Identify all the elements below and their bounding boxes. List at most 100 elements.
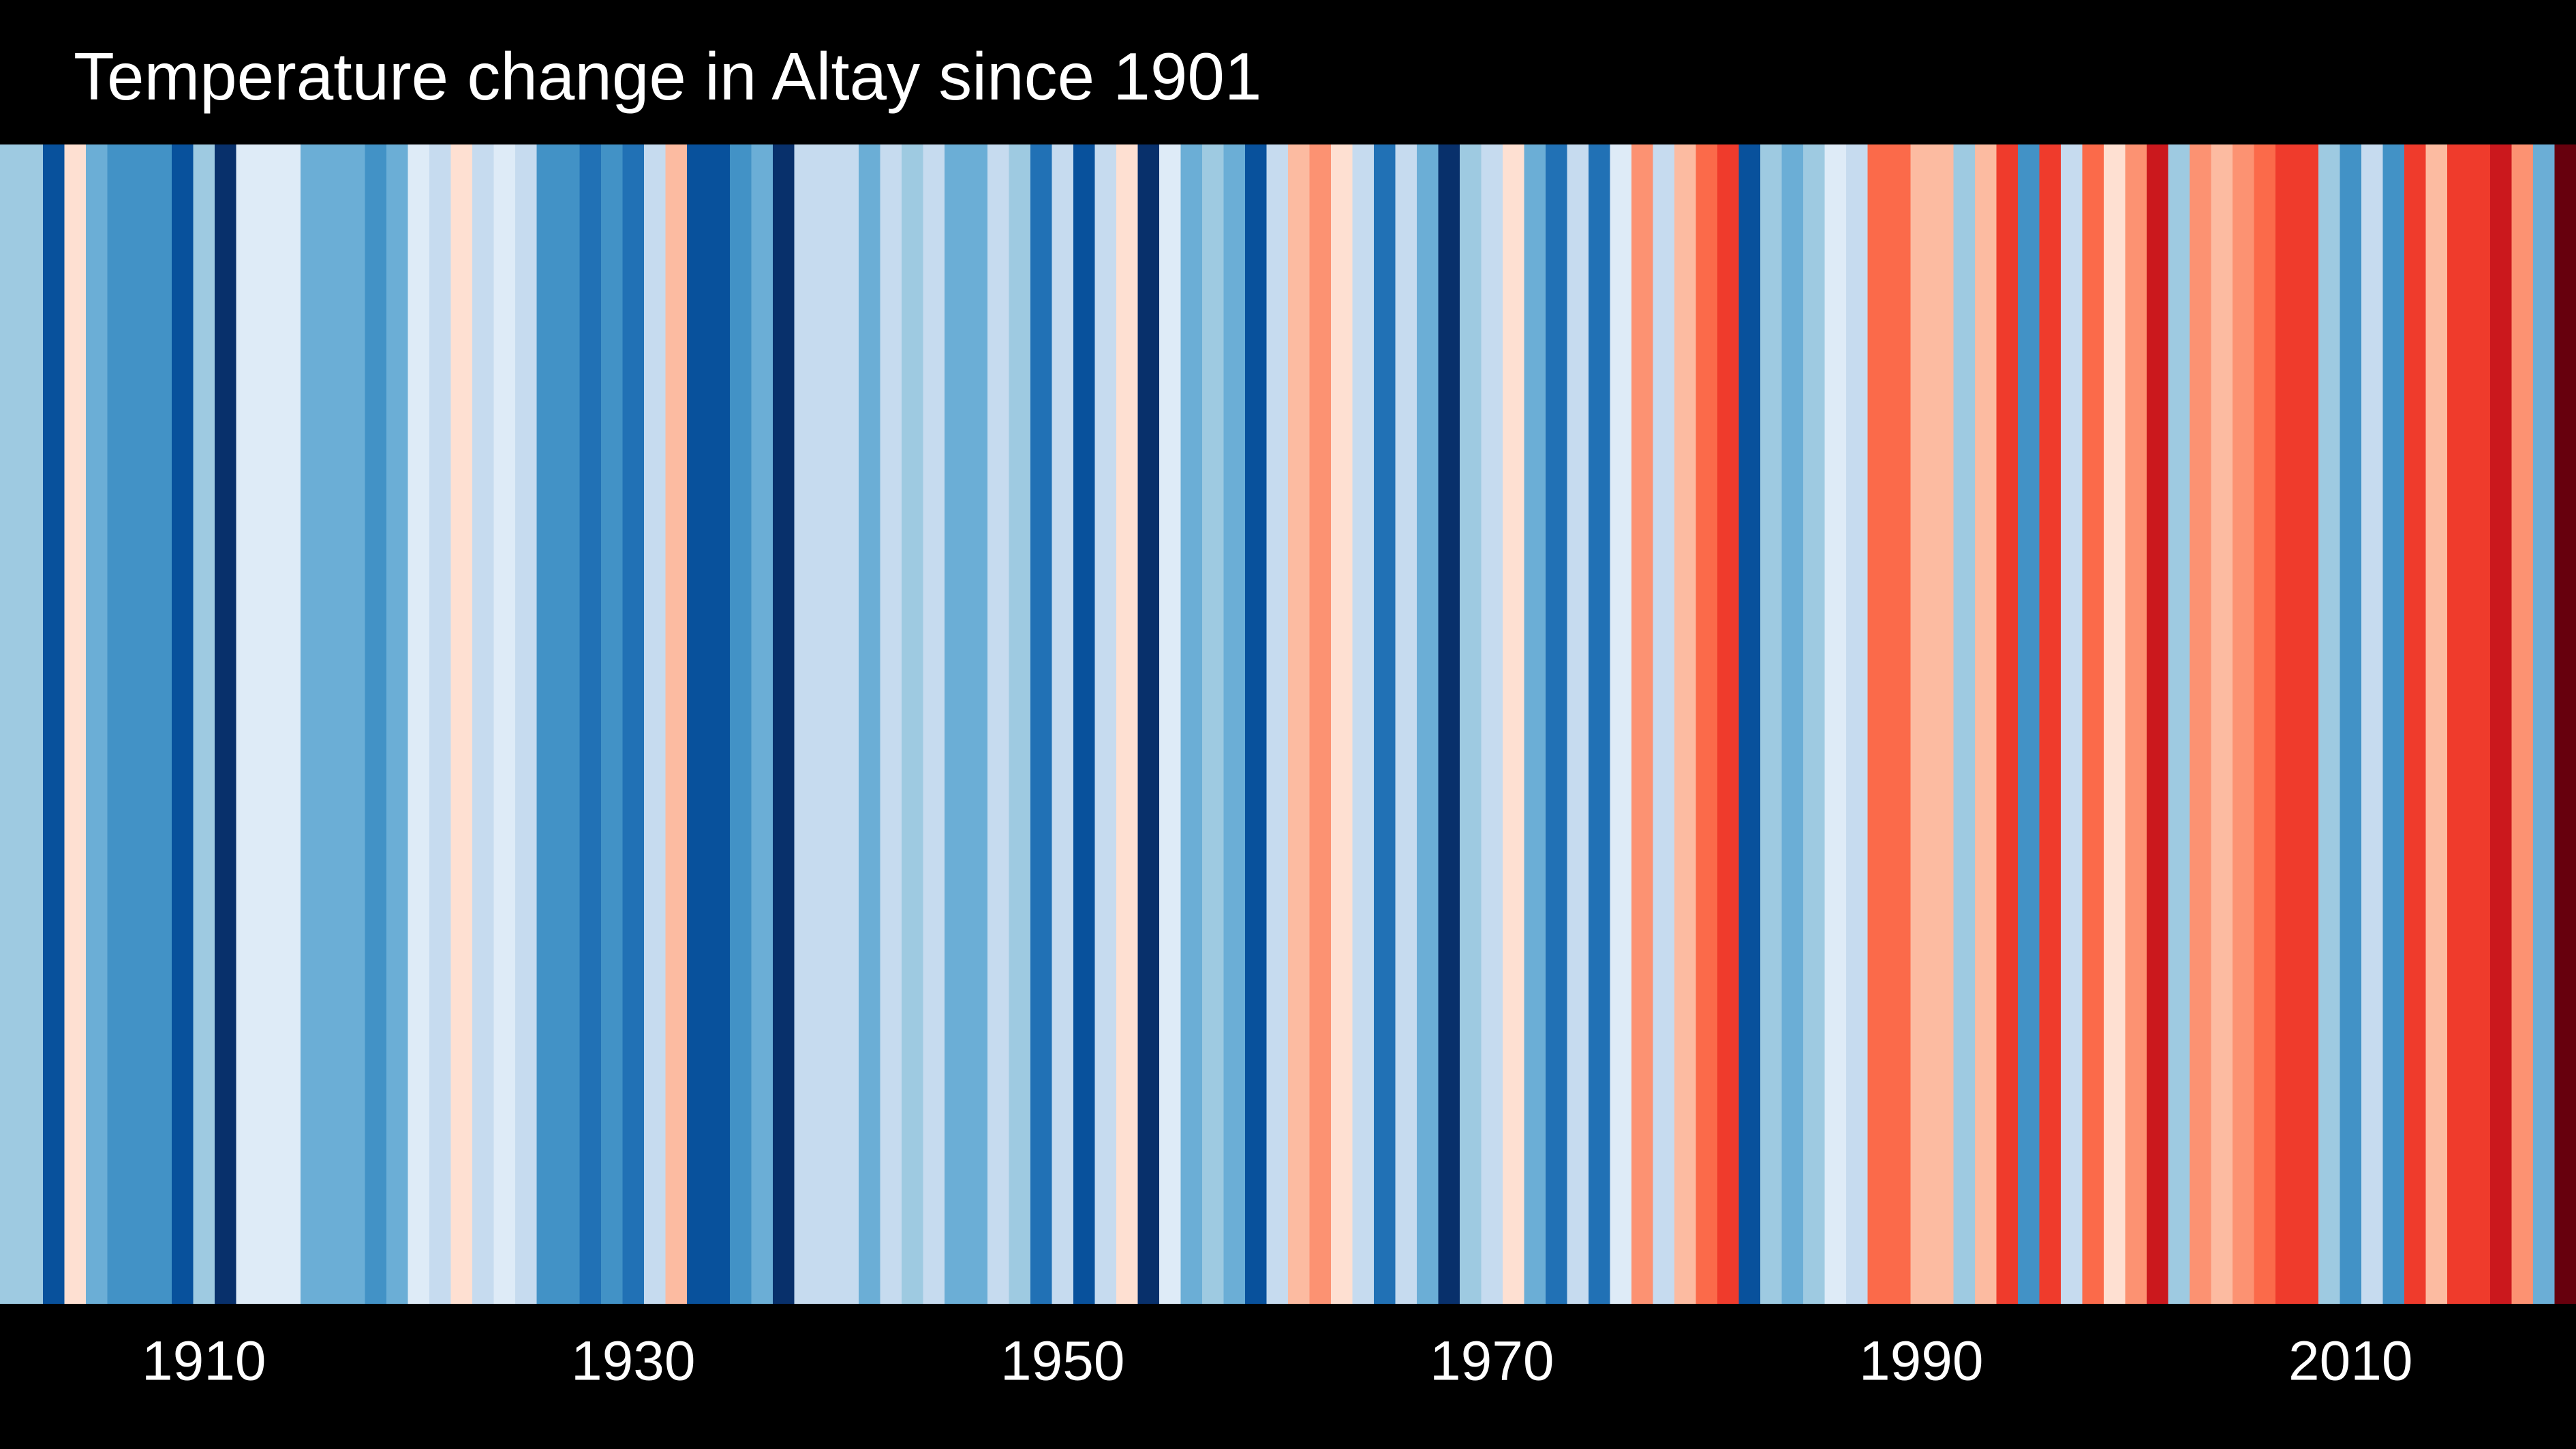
stripe-1972 [1524,144,1546,1304]
stripes-layer [0,144,2576,1304]
stripe-2014 [2425,144,2448,1304]
stripe-1997 [2061,144,2083,1304]
stripe-2001 [2147,144,2169,1304]
stripe-1912 [236,144,258,1304]
stripe-1944 [923,144,945,1304]
stripe-1981 [1717,144,1740,1304]
stripe-1932 [665,144,688,1304]
stripe-1909 [172,144,194,1304]
stripe-1926 [536,144,559,1304]
stripe-1955 [1159,144,1182,1304]
stripe-1908 [150,144,172,1304]
stripe-1915 [301,144,323,1304]
stripe-1924 [493,144,516,1304]
stripe-1984 [1781,144,1804,1304]
stripe-1995 [2018,144,2040,1304]
stripe-1948 [1009,144,1031,1304]
stripe-1996 [2039,144,2061,1304]
stripe-1918 [365,144,387,1304]
stripe-1919 [386,144,409,1304]
stripe-1952 [1094,144,1117,1304]
stripe-1956 [1180,144,1203,1304]
stripe-1929 [601,144,624,1304]
x-tick-label-1930: 1930 [571,1330,695,1392]
stripe-1934 [708,144,731,1304]
stripe-2015 [2447,144,2470,1304]
x-tick-label-1950: 1950 [1000,1330,1124,1392]
stripe-2003 [2190,144,2212,1304]
stripe-1974 [1567,144,1589,1304]
stripe-1920 [408,144,430,1304]
stripe-1987 [1846,144,1869,1304]
stripe-1980 [1696,144,1718,1304]
stripe-2020 [2554,144,2576,1304]
x-tick-label-1990: 1990 [1859,1330,1983,1392]
x-tick-label-1910: 1910 [142,1330,266,1392]
stripe-1973 [1546,144,1568,1304]
stripe-1905 [86,144,108,1304]
stripe-2004 [2211,144,2233,1304]
stripe-2010 [2340,144,2362,1304]
x-axis: 1910 1930 1950 1970 1990 2010 [142,1330,2412,1392]
stripe-2016 [2468,144,2491,1304]
stripe-1985 [1803,144,1826,1304]
stripe-1941 [859,144,881,1304]
stripe-1910 [193,144,215,1304]
stripe-1947 [987,144,1010,1304]
stripe-1942 [880,144,902,1304]
stripe-1991 [1932,144,1954,1304]
stripe-1940 [837,144,859,1304]
stripe-1939 [816,144,838,1304]
stripe-1960 [1266,144,1289,1304]
stripe-1992 [1953,144,1976,1304]
stripe-1904 [64,144,87,1304]
stripe-1937 [773,144,795,1304]
stripe-2011 [2361,144,2384,1304]
stripe-2017 [2490,144,2513,1304]
stripe-1976 [1610,144,1632,1304]
stripe-1951 [1073,144,1096,1304]
stripe-1928 [579,144,602,1304]
stripe-1930 [622,144,645,1304]
stripe-1911 [215,144,237,1304]
stripe-2018 [2511,144,2534,1304]
stripe-1917 [343,144,366,1304]
stripe-1936 [751,144,773,1304]
stripe-1913 [258,144,280,1304]
stripe-1993 [1975,144,1997,1304]
stripe-1907 [129,144,151,1304]
stripe-1922 [450,144,473,1304]
stripe-1933 [687,144,709,1304]
stripe-1925 [515,144,538,1304]
stripe-1977 [1631,144,1654,1304]
stripe-1978 [1653,144,1675,1304]
stripe-1963 [1331,144,1353,1304]
stripe-2000 [2125,144,2147,1304]
stripe-1989 [1889,144,1912,1304]
stripe-1938 [794,144,816,1304]
stripe-1946 [966,144,988,1304]
stripe-1969 [1460,144,1482,1304]
stripe-1988 [1867,144,1890,1304]
x-tick-label-2010: 2010 [2288,1330,2412,1392]
stripe-1958 [1223,144,1246,1304]
stripe-2002 [2168,144,2190,1304]
stripe-1935 [730,144,752,1304]
stripe-1959 [1245,144,1268,1304]
stripe-1986 [1824,144,1847,1304]
stripe-1923 [472,144,495,1304]
stripe-1950 [1052,144,1074,1304]
stripe-1914 [279,144,301,1304]
x-tick-label-1970: 1970 [1430,1330,1554,1392]
stripe-1998 [2082,144,2104,1304]
stripe-1983 [1760,144,1783,1304]
stripe-1979 [1674,144,1697,1304]
stripe-2019 [2533,144,2556,1304]
stripe-1982 [1738,144,1761,1304]
stripe-1953 [1116,144,1139,1304]
stripe-2007 [2275,144,2298,1304]
chart-title: Temperature change in Altay since 1901 [74,39,1262,114]
stripe-1954 [1137,144,1160,1304]
stripe-2008 [2297,144,2319,1304]
